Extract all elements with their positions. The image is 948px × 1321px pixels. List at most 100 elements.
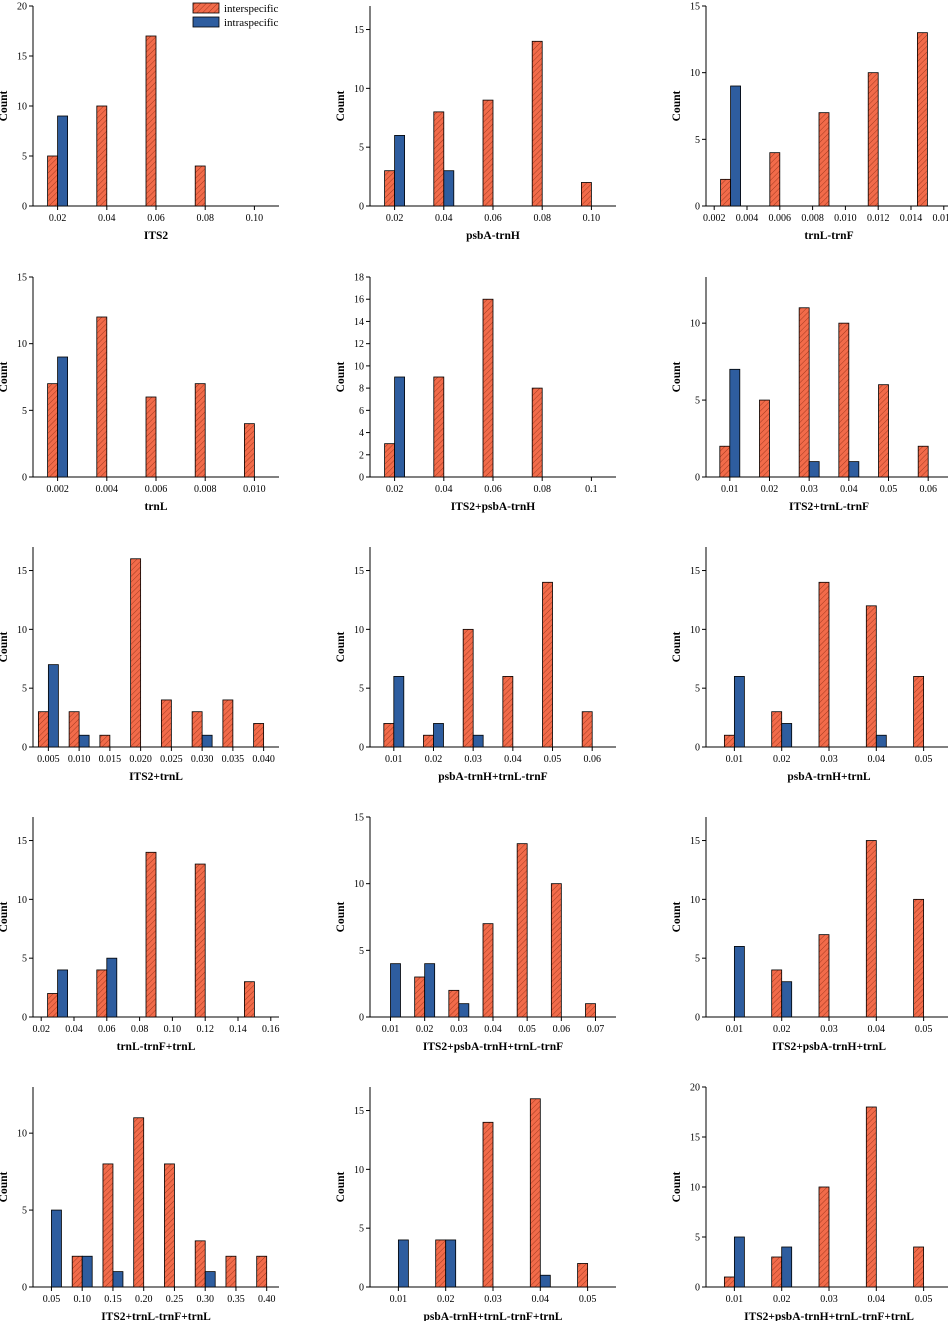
x-tick-label: 0.08 (131, 1024, 149, 1035)
bar-interspecific (482, 1121, 494, 1288)
y-tick-label: 0 (22, 1283, 27, 1294)
x-tick-label: 0.04 (532, 1294, 550, 1305)
x-axis-label: ITS2 (144, 230, 169, 242)
bar-interspecific (577, 1263, 589, 1288)
x-tick-label: 0.06 (553, 1024, 571, 1035)
y-tick-label: 20 (17, 2, 27, 13)
bar-interspecific (769, 152, 781, 207)
x-tick-label: 0.20 (135, 1294, 153, 1305)
bar-intraspecific (394, 135, 406, 207)
y-tick-label: 15 (690, 2, 700, 13)
x-tick-label: 0.40 (258, 1294, 276, 1305)
x-axis-label: ITS2+trnL-trnF+trnL (101, 1311, 211, 1321)
bar-interspecific (47, 993, 58, 1018)
y-axis-label: Count (0, 901, 10, 932)
bar-intraspecific (57, 356, 68, 478)
y-axis-label: Count (671, 361, 683, 392)
y-axis-label: Count (335, 1171, 347, 1202)
y-tick-label: 0 (359, 743, 364, 754)
bar-interspecific (529, 1098, 541, 1288)
x-axis-label: ITS2+psbA-trnH+trnL (772, 1041, 886, 1053)
x-tick-label: 0.30 (196, 1294, 214, 1305)
y-tick-label: 15 (690, 566, 700, 577)
bar-interspecific (818, 934, 830, 1018)
y-tick-label: 6 (359, 406, 364, 417)
y-tick-label: 5 (359, 684, 364, 695)
bar-interspecific (581, 711, 593, 748)
x-tick-label: 0.010 (243, 484, 266, 495)
y-tick-label: 0 (22, 473, 27, 484)
x-tick-label: 0.05 (518, 1024, 536, 1035)
y-tick-label: 15 (17, 566, 27, 577)
bar-interspecific (47, 383, 58, 478)
y-axis-label: Count (0, 90, 10, 121)
bar-interspecific (865, 840, 877, 1018)
bar-interspecific (913, 1246, 925, 1288)
histogram-panel-7: 0 5 10 15 0.005 0.010 0.015 0.020 0.025 0.030 0.03… (0, 547, 279, 783)
bar-intraspecific (730, 85, 741, 207)
histogram-panel-14: 0 5 10 15 0.01 0.02 0.03 0.04 0.05 psbA-trnH+trnL… (335, 1087, 616, 1321)
x-tick-label: 0.05 (915, 1294, 933, 1305)
bar-interspecific (838, 322, 850, 478)
x-tick-label: 0.02 (416, 1024, 434, 1035)
bar-interspecific (865, 1106, 877, 1288)
x-tick-label: 0.01 (390, 1294, 408, 1305)
bar-interspecific (96, 316, 108, 478)
bar-interspecific (383, 723, 395, 748)
x-tick-label: 0.10 (73, 1294, 91, 1305)
x-tick-label: 0.01 (726, 1294, 744, 1305)
y-tick-label: 10 (17, 1129, 27, 1140)
bar-intraspecific (781, 1246, 793, 1288)
bar-interspecific (482, 99, 494, 207)
bar-interspecific (771, 1256, 783, 1288)
x-tick-label: 0.06 (484, 213, 502, 224)
y-tick-label: 5 (695, 135, 700, 146)
bar-interspecific (222, 699, 234, 748)
bar-interspecific (225, 1255, 237, 1288)
y-axis-label: Count (335, 631, 347, 662)
bar-interspecific (160, 699, 172, 748)
y-tick-label: 10 (690, 895, 700, 906)
y-tick-label: 5 (695, 954, 700, 965)
bar-intraspecific (81, 1255, 93, 1288)
y-tick-label: 0 (695, 473, 700, 484)
x-tick-label: 0.15 (104, 1294, 122, 1305)
x-tick-label: 0.006 (769, 213, 792, 224)
y-axis-label: Count (0, 361, 10, 392)
y-tick-label: 0 (22, 1013, 27, 1024)
x-tick-label: 0.03 (820, 1024, 838, 1035)
bar-interspecific (867, 72, 879, 207)
x-tick-label: 0.1 (585, 484, 598, 495)
bar-interspecific (71, 1255, 83, 1288)
legend: interspecific intraspecific (192, 2, 278, 29)
bar-intraspecific (57, 969, 68, 1018)
legend-swatch-interspecific (192, 2, 220, 14)
x-tick-label: 0.014 (900, 213, 923, 224)
y-tick-label: 5 (359, 143, 364, 154)
x-tick-label: 0.040 (252, 754, 275, 765)
bar-interspecific (384, 443, 396, 478)
x-tick-label: 0.08 (196, 213, 214, 224)
bar-interspecific (581, 182, 592, 207)
bar-interspecific (878, 384, 889, 478)
bar-interspecific (720, 178, 731, 207)
bar-interspecific (96, 105, 108, 207)
bar-intraspecific (433, 723, 444, 748)
y-tick-label: 10 (354, 1165, 364, 1176)
x-tick-label: 0.03 (820, 754, 838, 765)
y-tick-label: 10 (354, 84, 364, 95)
bar-intraspecific (781, 981, 793, 1018)
bar-intraspecific (390, 963, 401, 1018)
bar-interspecific (482, 298, 494, 478)
bar-intraspecific (443, 170, 455, 207)
bar-interspecific (414, 976, 426, 1018)
bar-interspecific (913, 676, 925, 748)
bar-intraspecific (445, 1239, 457, 1288)
bar-interspecific (585, 1003, 596, 1018)
x-tick-label: 0.14 (229, 1024, 247, 1035)
y-tick-label: 10 (690, 1183, 700, 1194)
x-tick-label: 0.01 (382, 1024, 400, 1035)
histogram-panel-6: 0 5 10 0.01 0.02 0.03 0.04 0.05 0.06 ITS2+trnL-tr… (671, 277, 948, 513)
bar-interspecific (102, 1163, 114, 1288)
bar-interspecific (771, 711, 783, 748)
